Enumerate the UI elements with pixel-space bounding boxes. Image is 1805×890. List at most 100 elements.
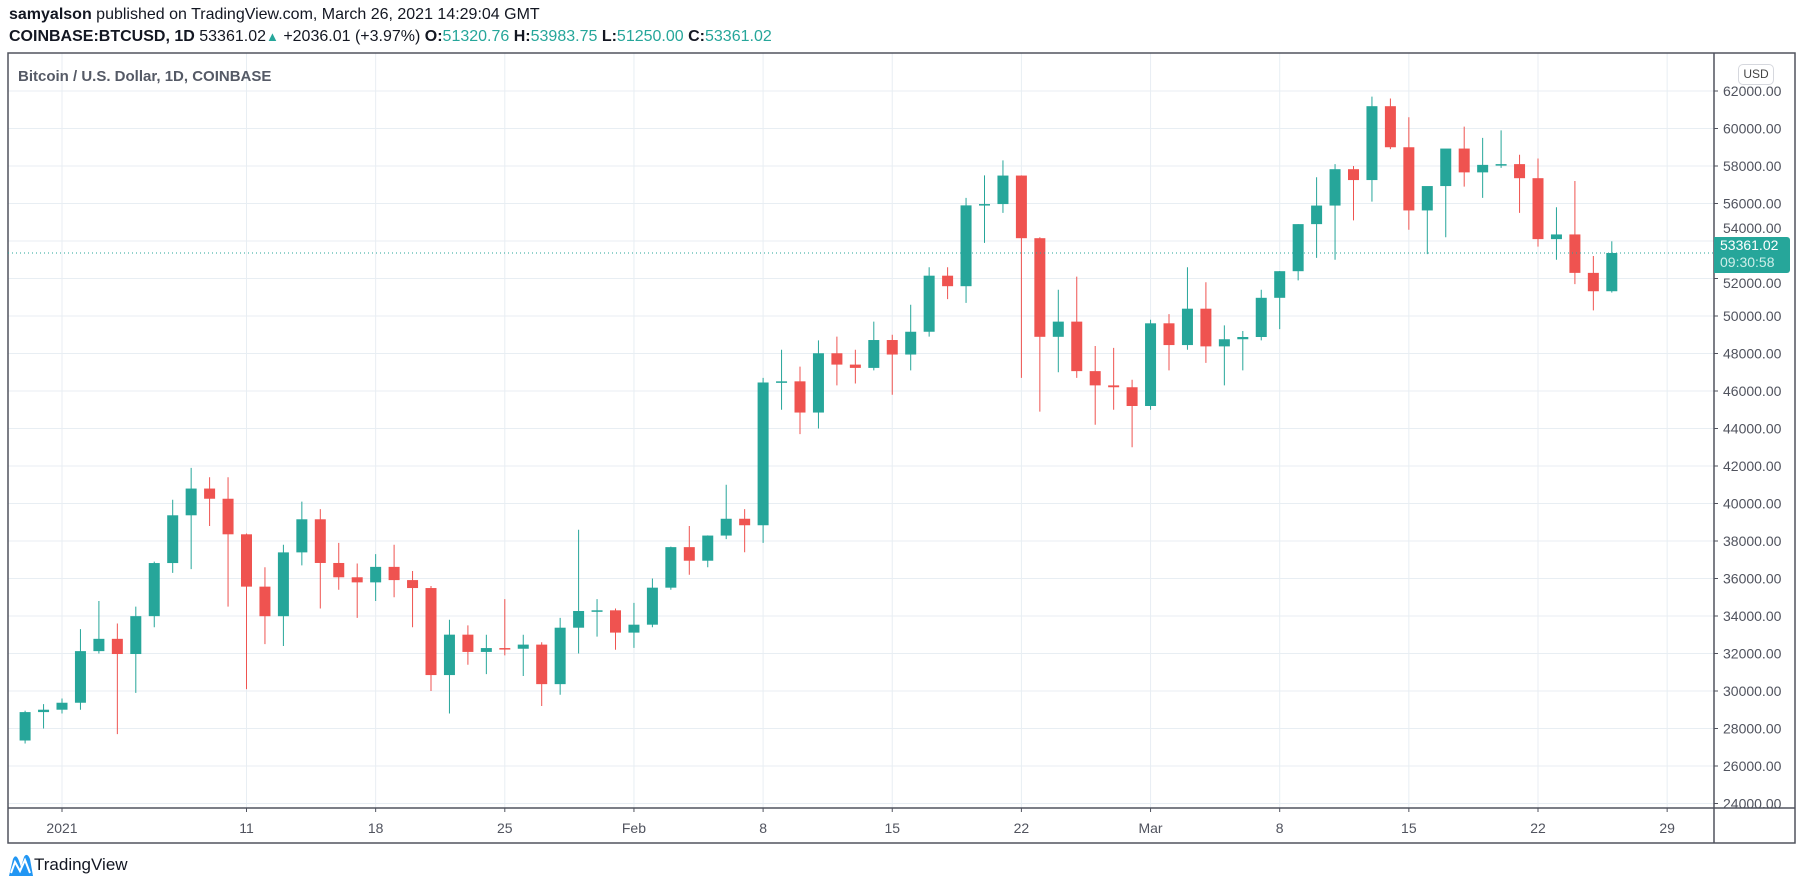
candle-body bbox=[905, 331, 917, 355]
chart-frame bbox=[7, 52, 1796, 844]
candle bbox=[480, 634, 492, 675]
candle bbox=[1569, 181, 1581, 285]
candle bbox=[646, 578, 658, 628]
candle bbox=[923, 267, 935, 337]
candle-body bbox=[720, 518, 732, 536]
candle-body bbox=[277, 552, 289, 617]
candle bbox=[222, 477, 234, 607]
candle bbox=[757, 377, 769, 543]
candle bbox=[407, 571, 419, 628]
candle bbox=[148, 561, 160, 628]
currency-button[interactable]: USD bbox=[1738, 64, 1774, 85]
candle-body bbox=[38, 709, 50, 713]
candle-body bbox=[222, 498, 234, 535]
candle-body bbox=[849, 364, 861, 368]
candle bbox=[1292, 224, 1304, 281]
candle bbox=[38, 704, 50, 729]
candle-body bbox=[997, 175, 1009, 205]
x-tick-label: Feb bbox=[622, 820, 646, 836]
candle bbox=[425, 586, 437, 691]
candle-body bbox=[1514, 164, 1526, 179]
candle-body bbox=[167, 515, 179, 564]
y-tick-label: 54000.00 bbox=[1723, 220, 1782, 236]
candle-body bbox=[314, 519, 326, 563]
candle-body bbox=[333, 562, 345, 578]
candle-body bbox=[19, 712, 31, 741]
candle bbox=[167, 499, 179, 573]
candle bbox=[536, 642, 548, 706]
candle-body bbox=[111, 638, 123, 655]
candle-body bbox=[241, 534, 252, 587]
candle bbox=[942, 267, 954, 300]
low-value: 51250.00 bbox=[616, 28, 684, 45]
last-price: 53361.02 bbox=[199, 28, 266, 45]
candle bbox=[1514, 154, 1526, 213]
candle-body bbox=[794, 381, 806, 413]
candle-body bbox=[1218, 339, 1230, 347]
candle bbox=[1587, 256, 1599, 311]
x-tick-label: 15 bbox=[884, 820, 900, 836]
candle bbox=[1495, 130, 1507, 168]
x-tick-label: 18 bbox=[368, 820, 384, 836]
candle-body bbox=[1255, 297, 1267, 337]
y-tick-label: 36000.00 bbox=[1723, 571, 1782, 587]
y-tick-label: 32000.00 bbox=[1723, 646, 1782, 662]
candle-body bbox=[757, 382, 769, 526]
candle-body bbox=[536, 644, 548, 685]
candle-body bbox=[443, 634, 455, 676]
y-tick-label: 58000.00 bbox=[1723, 158, 1782, 174]
candle-body bbox=[517, 644, 529, 649]
candle-body bbox=[499, 648, 511, 650]
high-value: 53983.75 bbox=[530, 28, 598, 45]
candle bbox=[1200, 282, 1212, 363]
candle bbox=[1384, 98, 1396, 150]
up-triangle-icon: ▲ bbox=[265, 29, 279, 44]
candle-body bbox=[1126, 387, 1138, 406]
candle bbox=[628, 602, 640, 648]
last-price-label: 53361.02 09:30:58 bbox=[1714, 237, 1790, 273]
candle bbox=[720, 484, 732, 540]
x-tick-label: 15 bbox=[1401, 820, 1417, 836]
candle-body bbox=[1569, 234, 1581, 273]
candle bbox=[351, 563, 363, 618]
candle bbox=[831, 336, 843, 386]
candle bbox=[1329, 164, 1341, 260]
candle bbox=[241, 533, 252, 690]
candle bbox=[554, 617, 566, 695]
candle bbox=[130, 606, 142, 693]
axes: 24000.00 26000.00 28000.00 30000.00 32000.00… bbox=[7, 52, 1796, 844]
author-name[interactable]: samyalson bbox=[9, 6, 92, 23]
candle bbox=[443, 619, 455, 714]
candle bbox=[517, 634, 529, 676]
tradingview-logo[interactable]: TradingView bbox=[8, 853, 128, 877]
y-tick-label: 56000.00 bbox=[1723, 196, 1782, 212]
candle bbox=[665, 546, 677, 590]
y-tick-label: 52000.00 bbox=[1723, 275, 1782, 291]
candle-body bbox=[74, 651, 86, 703]
candle-body bbox=[1015, 175, 1027, 239]
y-tick-label: 24000.00 bbox=[1723, 796, 1782, 812]
candle-body bbox=[1495, 164, 1507, 166]
candle bbox=[111, 623, 123, 735]
candle-body bbox=[868, 340, 880, 368]
candle-body bbox=[1200, 308, 1212, 347]
symbol-info: COINBASE:BTCUSD, 1D 53361.02▲ +2036.01 (… bbox=[9, 28, 772, 46]
candle-body bbox=[942, 275, 954, 287]
candle bbox=[905, 304, 917, 371]
candle bbox=[960, 197, 972, 303]
candle bbox=[1477, 137, 1489, 198]
candle-body bbox=[1458, 148, 1470, 173]
candle-body bbox=[1403, 147, 1415, 211]
candle-body bbox=[1366, 106, 1378, 181]
y-tick-label: 38000.00 bbox=[1723, 533, 1782, 549]
candle-body bbox=[93, 638, 105, 652]
published-text: published on TradingView.com, March 26, … bbox=[91, 6, 540, 23]
y-tick-label: 34000.00 bbox=[1723, 608, 1782, 624]
candle bbox=[74, 629, 86, 710]
candle-body bbox=[702, 535, 714, 561]
candle-body bbox=[480, 648, 492, 652]
candle bbox=[204, 477, 216, 526]
candle-body bbox=[148, 563, 160, 617]
candle bbox=[868, 321, 880, 371]
